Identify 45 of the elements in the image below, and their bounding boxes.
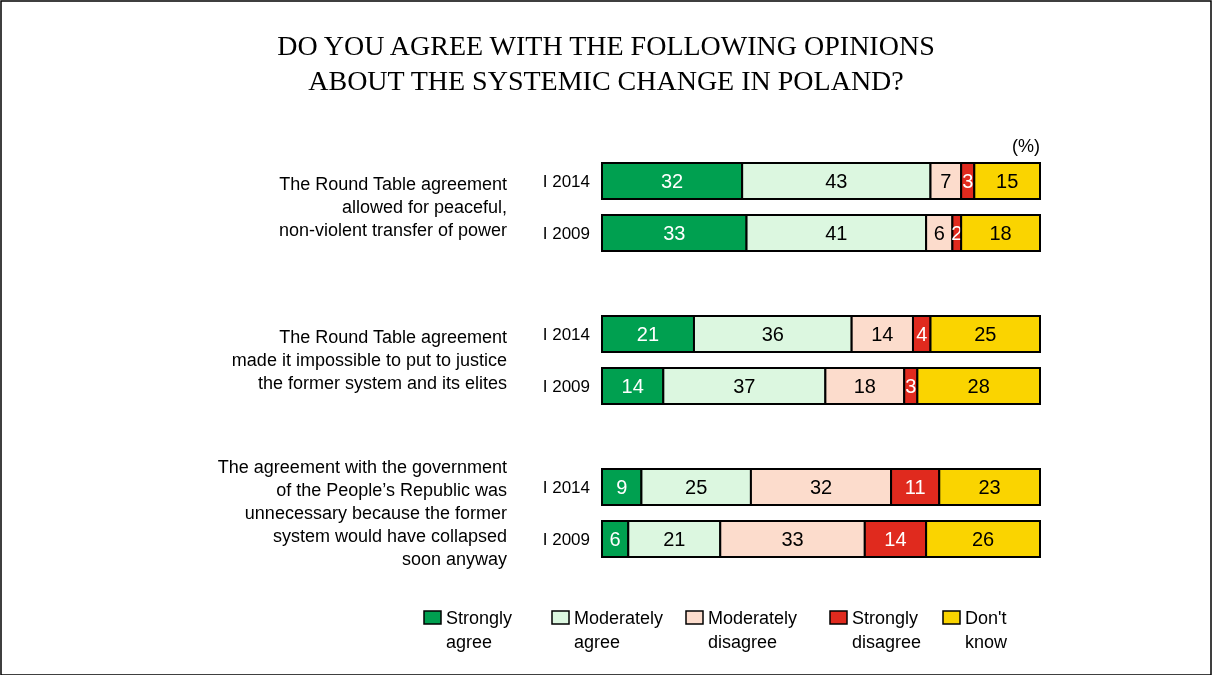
data-label: 41 <box>825 222 848 244</box>
data-label: 14 <box>884 528 907 550</box>
data-label: 25 <box>974 323 997 345</box>
text: The Round Table agreement made it impossible to put to justice the former system and its elites <box>231 327 507 394</box>
legend-label: Strongly disagree <box>852 608 922 653</box>
legend-label: Don't know <box>965 608 1009 653</box>
data-label: 21 <box>663 528 686 550</box>
data-label: 14 <box>871 323 894 345</box>
data-label: 33 <box>663 222 686 244</box>
y-tick-label: I 2009 <box>542 223 590 243</box>
data-label: 37 <box>733 375 756 397</box>
data-label: 14 <box>621 375 644 397</box>
data-label: 28 <box>967 375 990 397</box>
data-label: 9 <box>616 476 628 498</box>
data-label: 11 <box>904 476 926 498</box>
data-label: 4 <box>916 323 928 345</box>
data-label: 26 <box>971 528 995 550</box>
annotation: (%) <box>1012 136 1040 156</box>
data-label: 25 <box>685 476 708 498</box>
data-label: 15 <box>996 170 1019 192</box>
y-tick-label: I 2014 <box>542 324 590 344</box>
data-label: 36 <box>761 323 784 345</box>
data-label: 3 <box>905 375 917 397</box>
data-label: 32 <box>660 170 684 192</box>
data-label: 3 <box>962 170 974 192</box>
data-label: 6 <box>933 222 945 244</box>
data-label: 33 <box>781 528 804 550</box>
y-tick-label: I 2014 <box>542 171 590 191</box>
legend-label: Moderately disagree <box>708 608 798 653</box>
y-tick-label: I 2009 <box>542 529 590 549</box>
legend-label: Moderately agree <box>574 608 664 653</box>
y-tick-label: I 2009 <box>542 376 590 396</box>
text: The Round Table agreement allowed for peaceful, non-violent transfer of power <box>278 174 507 241</box>
data-label: 18 <box>853 375 876 397</box>
data-label: 43 <box>825 170 848 192</box>
data-label: 21 <box>636 323 660 345</box>
data-label: 7 <box>940 170 952 192</box>
y-tick-label: I 2014 <box>542 477 590 497</box>
data-label: 23 <box>978 476 1001 498</box>
data-label: 18 <box>989 222 1012 244</box>
text: The agreement with the government of the People’s Republic was unnecessary because the former system would have collapsed soon anyway <box>217 457 507 570</box>
legend-label: Strongly agree <box>446 608 513 653</box>
data-label: 6 <box>609 528 621 550</box>
chart-title: DO YOU AGREE WITH THE FOLLOWING OPINIONS ABOUT THE SYSTEMIC CHANGE IN POLAND? <box>277 30 935 96</box>
data-label: 32 <box>809 476 833 498</box>
